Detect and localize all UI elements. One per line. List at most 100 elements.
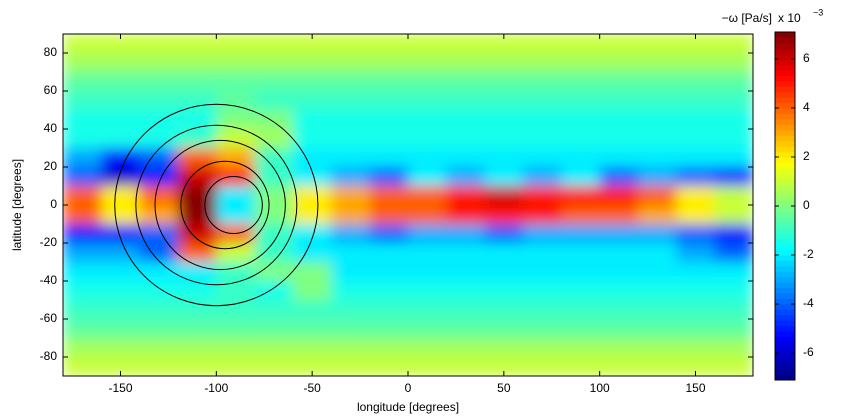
cell bbox=[638, 224, 677, 244]
cell bbox=[369, 186, 409, 206]
cell bbox=[63, 167, 102, 187]
cell bbox=[101, 319, 141, 339]
cell bbox=[638, 110, 677, 130]
cell bbox=[254, 262, 294, 282]
cell bbox=[408, 262, 447, 282]
cell bbox=[714, 34, 753, 54]
cell bbox=[599, 148, 639, 168]
cell bbox=[523, 148, 562, 168]
cell bbox=[446, 167, 486, 187]
cell bbox=[331, 72, 371, 92]
cell bbox=[139, 281, 179, 301]
cell bbox=[484, 338, 524, 358]
cell bbox=[178, 262, 217, 282]
cell bbox=[293, 224, 332, 244]
cell bbox=[599, 281, 639, 301]
cell bbox=[101, 53, 141, 73]
cell bbox=[369, 72, 409, 92]
cell bbox=[484, 91, 524, 111]
cell bbox=[63, 300, 102, 320]
cell bbox=[523, 338, 562, 358]
cell bbox=[101, 186, 141, 206]
cell bbox=[408, 148, 447, 168]
colorbar-step bbox=[775, 216, 795, 223]
cell bbox=[331, 167, 371, 187]
colorbar-step bbox=[775, 347, 795, 354]
cell bbox=[293, 205, 332, 225]
cell bbox=[216, 338, 256, 358]
cell bbox=[638, 129, 677, 149]
colorbar-step bbox=[775, 146, 795, 153]
colorbar-step bbox=[775, 108, 795, 115]
cell bbox=[599, 110, 639, 130]
cell bbox=[216, 72, 256, 92]
cell bbox=[331, 53, 371, 73]
cell bbox=[178, 205, 217, 225]
cell bbox=[216, 129, 256, 149]
cell bbox=[331, 300, 371, 320]
cell bbox=[561, 224, 601, 244]
cell bbox=[178, 243, 217, 263]
colorbar-step bbox=[775, 331, 795, 337]
cell bbox=[676, 338, 716, 358]
cell bbox=[523, 300, 562, 320]
cell bbox=[369, 262, 409, 282]
cell bbox=[408, 357, 447, 376]
colorbar-step bbox=[775, 233, 795, 240]
colorbar-step bbox=[775, 135, 795, 142]
cell bbox=[714, 357, 753, 376]
colorbar-step bbox=[775, 320, 795, 327]
cell bbox=[676, 110, 716, 130]
y-tick-label: -60 bbox=[40, 311, 58, 325]
cell bbox=[714, 338, 753, 358]
cell bbox=[101, 243, 141, 263]
cell bbox=[254, 338, 294, 358]
x-tick-label: 0 bbox=[405, 381, 412, 395]
cell bbox=[216, 281, 256, 301]
cell bbox=[561, 243, 601, 263]
cell bbox=[676, 300, 716, 320]
cell bbox=[101, 34, 141, 54]
cell bbox=[523, 205, 562, 225]
cell bbox=[561, 319, 601, 339]
cell bbox=[293, 281, 332, 301]
cell bbox=[561, 281, 601, 301]
cell bbox=[216, 262, 256, 282]
cell bbox=[63, 224, 102, 244]
x-axis-label: longitude [degrees] bbox=[357, 400, 459, 414]
cell bbox=[408, 53, 447, 73]
cell bbox=[484, 300, 524, 320]
cell bbox=[676, 186, 716, 206]
cell bbox=[599, 243, 639, 263]
cell bbox=[254, 34, 294, 54]
cell bbox=[254, 357, 294, 376]
cell bbox=[369, 167, 409, 187]
cell bbox=[676, 129, 716, 149]
colorbar-step bbox=[775, 162, 795, 169]
cell bbox=[178, 319, 217, 339]
cell bbox=[216, 148, 256, 168]
cell bbox=[446, 110, 486, 130]
colorbar-step bbox=[775, 314, 795, 321]
cell bbox=[676, 319, 716, 339]
colorbar-step bbox=[775, 244, 795, 250]
cell bbox=[676, 34, 716, 54]
cell bbox=[599, 53, 639, 73]
cell bbox=[484, 34, 524, 54]
cell bbox=[216, 186, 256, 206]
cell bbox=[293, 34, 332, 54]
cell bbox=[293, 243, 332, 263]
cell bbox=[561, 148, 601, 168]
cell bbox=[446, 72, 486, 92]
cell bbox=[101, 357, 141, 376]
cell bbox=[446, 129, 486, 149]
cell bbox=[523, 262, 562, 282]
cell bbox=[714, 224, 753, 244]
colorbar-scale: x 10 bbox=[778, 11, 801, 25]
colorbar-step bbox=[775, 254, 795, 261]
cell bbox=[676, 148, 716, 168]
cell bbox=[523, 319, 562, 339]
cell bbox=[523, 91, 562, 111]
cell bbox=[101, 281, 141, 301]
